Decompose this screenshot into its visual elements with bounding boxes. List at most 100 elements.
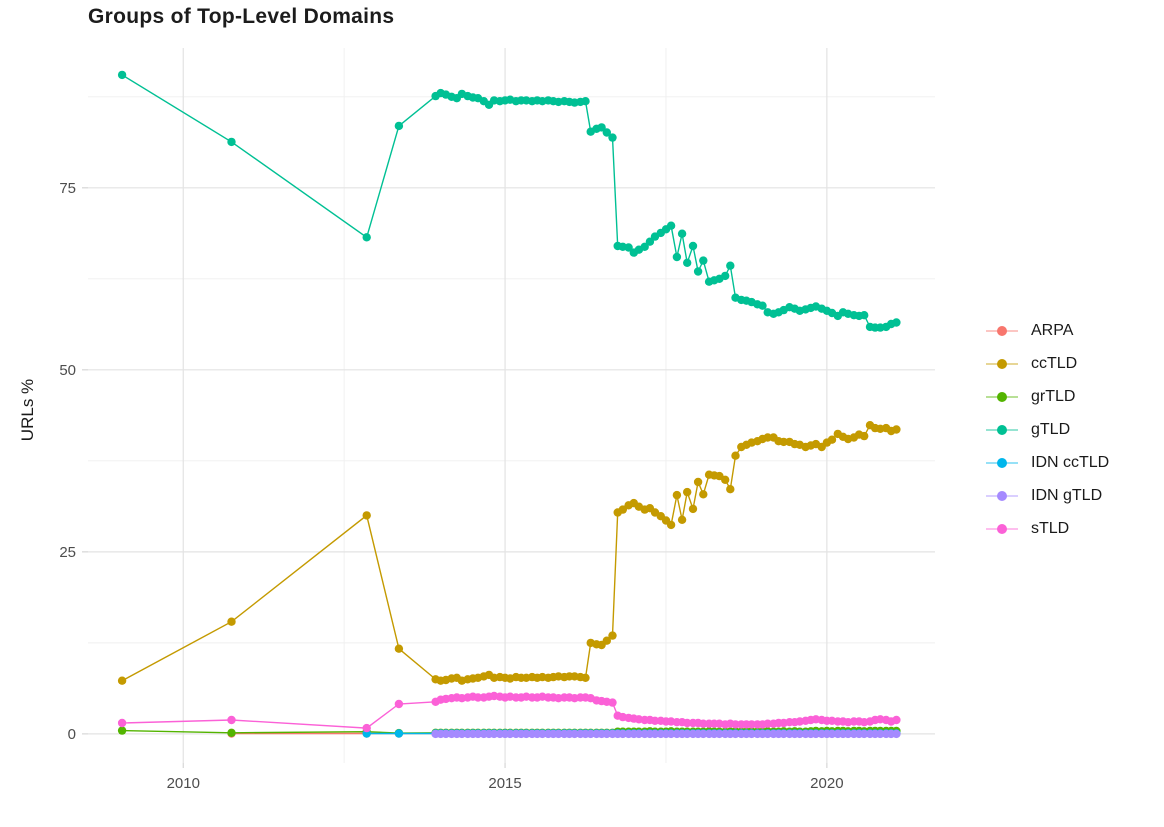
data-point (666, 729, 676, 739)
data-point (892, 318, 901, 327)
data-point (362, 233, 371, 242)
data-point (117, 676, 127, 685)
series-gtld (117, 70, 901, 332)
data-point (618, 729, 627, 739)
data-point (763, 729, 772, 739)
legend-item-gtld: gTLD (985, 413, 1109, 446)
data-point (586, 729, 595, 739)
data-point (693, 267, 703, 276)
y-tick-label: 0 (68, 726, 76, 743)
series-gtld-line (121, 74, 897, 329)
series-stld (117, 691, 901, 733)
x-tick-label: 2020 (810, 775, 843, 792)
data-point (608, 133, 617, 142)
data-point (721, 271, 730, 281)
data-point (677, 515, 687, 524)
legend-label: grTLD (1031, 387, 1076, 405)
y-tick-labels: 0 25 50 75 (59, 180, 76, 743)
data-point (688, 504, 698, 514)
data-point (699, 256, 708, 265)
data-point (715, 729, 724, 739)
legend-key-stld-icon (986, 523, 1018, 534)
data-point (608, 631, 617, 640)
data-point (522, 729, 531, 739)
data-point (650, 729, 660, 739)
legend-item-idn-cctld: IDN ccTLD (985, 446, 1109, 479)
data-point (362, 511, 371, 520)
data-point (473, 693, 483, 702)
legend-label: ARPA (1031, 321, 1074, 339)
legend-label: ccTLD (1031, 354, 1078, 372)
data-point (699, 719, 708, 728)
chart-title: Groups of Top-Level Domains (88, 5, 395, 28)
data-point (731, 451, 740, 460)
legend-key-gtld-icon (986, 424, 1018, 435)
y-tick-label: 50 (59, 362, 76, 379)
data-point (581, 673, 590, 682)
data-point (860, 729, 869, 739)
data-point (227, 137, 236, 147)
data-point (624, 243, 633, 252)
data-point (827, 729, 837, 739)
data-point (747, 720, 756, 729)
data-point (731, 720, 740, 729)
data-point (602, 128, 611, 137)
data-point (117, 726, 127, 735)
data-point (843, 729, 853, 739)
data-point (666, 520, 676, 530)
gridlines-minor (88, 48, 935, 763)
data-point (860, 311, 869, 320)
data-point (117, 718, 127, 728)
data-point (602, 636, 611, 645)
data-point (570, 729, 579, 739)
legend-item-cctld: ccTLD (985, 347, 1109, 380)
data-point (688, 241, 698, 251)
data-point (394, 729, 404, 738)
data-point (677, 229, 687, 238)
data-point (726, 261, 735, 270)
legend-label: sTLD (1031, 519, 1070, 537)
data-point (892, 729, 901, 739)
data-point (489, 729, 499, 739)
data-point (554, 729, 563, 739)
data-point (763, 433, 772, 442)
data-point (721, 475, 730, 484)
axis-ticks (82, 187, 828, 768)
data-point (362, 723, 371, 733)
data-point (747, 729, 756, 739)
data-point (779, 729, 788, 739)
data-point (394, 699, 404, 709)
data-point (227, 715, 236, 725)
y-tick-label: 75 (59, 180, 76, 197)
data-point (506, 729, 515, 739)
data-point (892, 715, 901, 725)
data-point (597, 123, 606, 132)
data-point (779, 437, 788, 447)
gridlines-major (88, 48, 935, 763)
data-point (763, 719, 772, 728)
data-point (650, 716, 660, 725)
y-tick-label: 25 (59, 544, 76, 561)
data-point (672, 252, 682, 262)
data-point (758, 301, 767, 310)
data-point (608, 698, 617, 707)
x-tick-label: 2010 (167, 775, 200, 792)
data-point (683, 729, 692, 739)
series-cctld-line (121, 424, 897, 682)
data-point (672, 490, 682, 500)
legend-item-stld: sTLD (985, 512, 1109, 545)
data-point (581, 97, 590, 106)
data-point (457, 729, 467, 739)
legend-item-idn-gtld: IDN gTLD (985, 479, 1109, 512)
data-point (683, 487, 692, 497)
legend-item-grtld: grTLD (985, 380, 1109, 413)
data-point (811, 729, 821, 739)
data-point (892, 425, 901, 434)
data-point (693, 477, 703, 487)
data-point (634, 729, 644, 739)
legend-key-cctld-icon (986, 358, 1018, 369)
data-point (699, 729, 708, 739)
data-point (683, 258, 692, 267)
data-point (640, 242, 649, 251)
